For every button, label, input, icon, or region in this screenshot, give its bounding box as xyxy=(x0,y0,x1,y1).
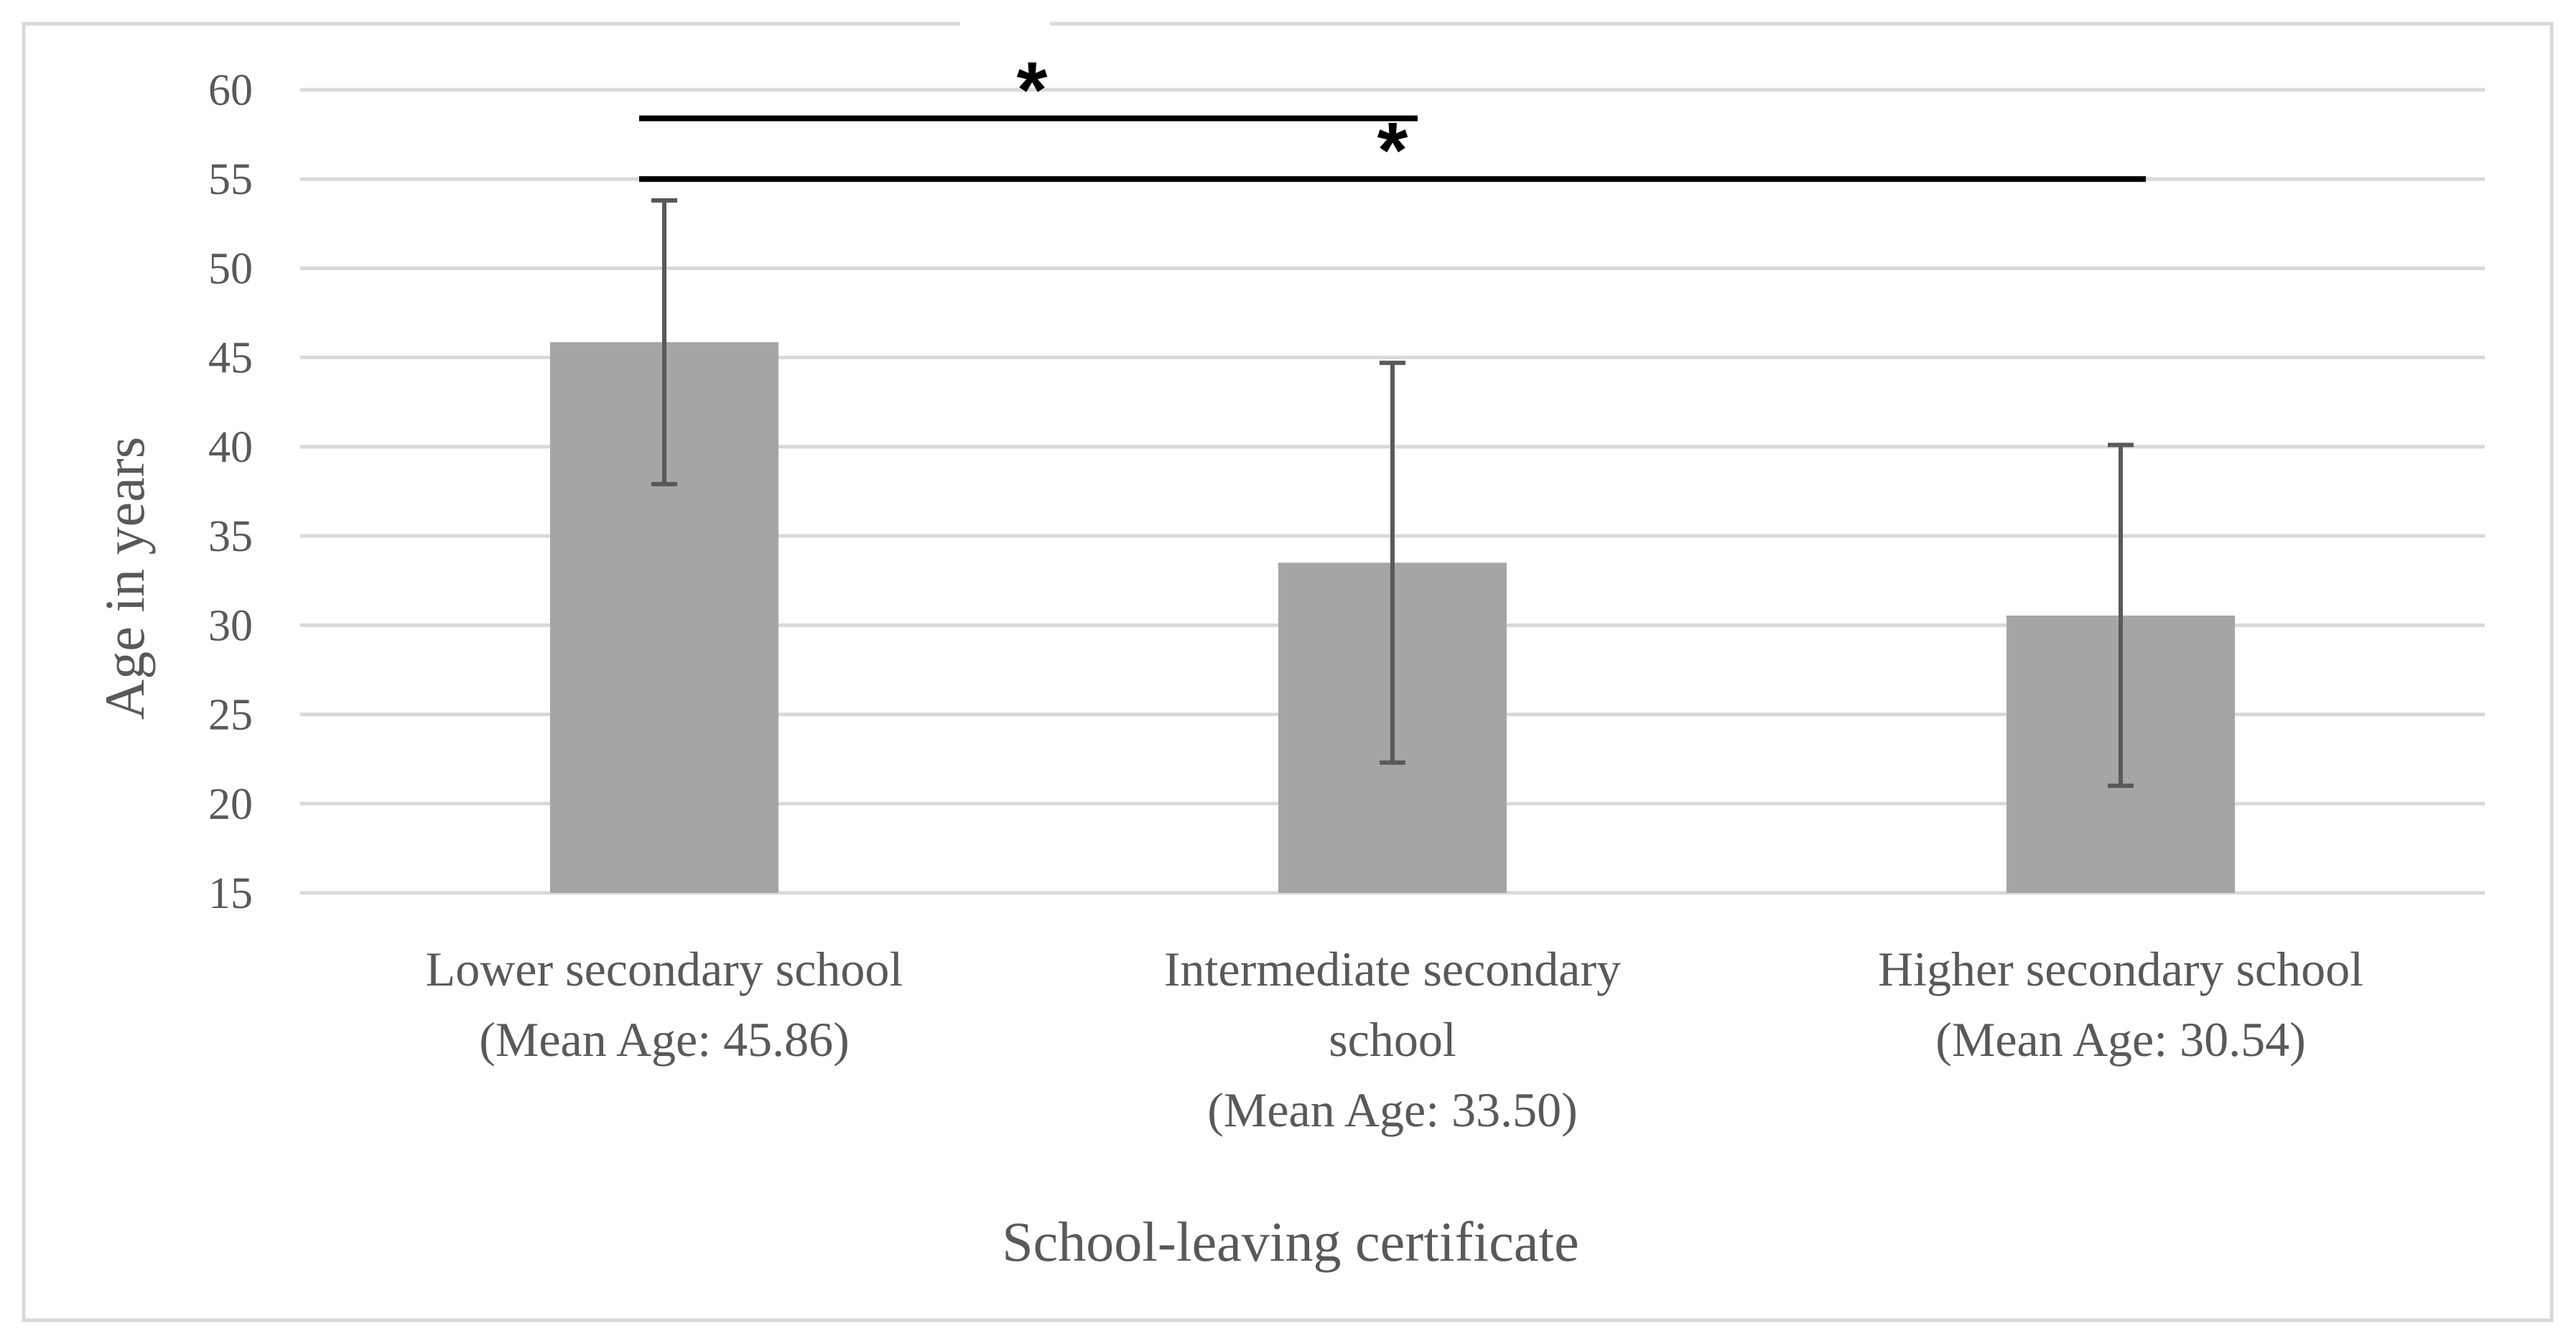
y-tick-label: 30 xyxy=(208,601,253,650)
y-tick-label: 50 xyxy=(208,244,253,293)
significance-marker: * xyxy=(1377,106,1408,195)
y-tick-label: 20 xyxy=(208,780,253,829)
x-category-label: (Mean Age: 45.86) xyxy=(479,1012,850,1067)
y-tick-labels: 15 20 25 30 35 40 45 50 55 60 xyxy=(208,66,253,918)
error-bars-layer xyxy=(651,198,2134,788)
y-tick-label: 35 xyxy=(208,512,253,561)
significance-marker: * xyxy=(1017,46,1048,134)
y-axis-title: Age in years xyxy=(93,437,156,720)
x-category-label: school xyxy=(1329,1012,1456,1067)
x-category-label: (Mean Age: 30.54) xyxy=(1935,1012,2306,1067)
y-tick-label: 40 xyxy=(208,423,253,472)
x-category-label: Intermediate secondary xyxy=(1164,942,1621,996)
x-category-label: (Mean Age: 33.50) xyxy=(1207,1083,1578,1137)
y-tick-label: 25 xyxy=(208,691,253,740)
x-axis-title: School-leaving certificate xyxy=(1002,1210,1578,1273)
y-tick-label: 60 xyxy=(208,66,253,115)
y-tick-label: 55 xyxy=(208,155,253,204)
x-category-labels: Lower secondary school (Mean Age: 45.86) I… xyxy=(426,942,2363,1137)
frame-notch xyxy=(960,20,1050,29)
x-category-label: Lower secondary school xyxy=(426,942,903,996)
y-tick-label: 15 xyxy=(208,869,253,918)
y-tick-label: 45 xyxy=(208,334,253,383)
significance-layer: ** xyxy=(639,46,2146,195)
x-category-label: Higher secondary school xyxy=(1878,942,2363,996)
